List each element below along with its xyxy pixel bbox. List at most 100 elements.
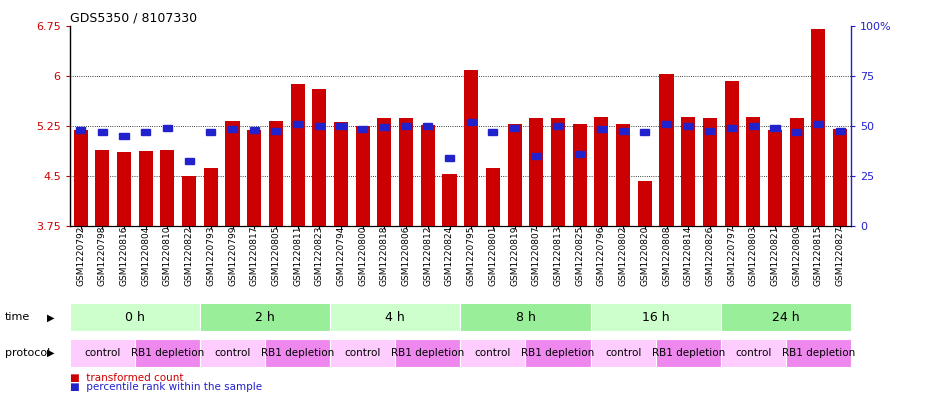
Bar (379, 124, 389, 130)
Text: GSM1220801: GSM1220801 (488, 226, 498, 286)
Text: 8 h: 8 h (515, 311, 536, 324)
Bar (684, 123, 693, 129)
Text: RB1 depletion: RB1 depletion (652, 348, 724, 358)
Bar (724, 81, 738, 226)
Bar (510, 125, 519, 131)
Text: RB1 depletion: RB1 depletion (261, 348, 334, 358)
Text: ▶: ▶ (46, 348, 54, 358)
Text: GSM1220797: GSM1220797 (727, 226, 737, 286)
Bar (73, 130, 87, 226)
Bar (508, 125, 522, 226)
Bar (553, 123, 563, 129)
Bar (705, 128, 714, 134)
Bar (119, 133, 128, 139)
Text: control: control (735, 348, 772, 358)
Text: GSM1220814: GSM1220814 (684, 226, 693, 286)
Text: GSM1220808: GSM1220808 (662, 226, 671, 286)
Text: GSM1220816: GSM1220816 (119, 226, 128, 286)
Bar (293, 121, 302, 127)
Bar (443, 174, 457, 226)
Text: GSM1220798: GSM1220798 (98, 226, 107, 286)
Bar (290, 84, 305, 226)
Bar (314, 123, 324, 129)
Text: GSM1220817: GSM1220817 (249, 226, 259, 286)
Text: GSM1220815: GSM1220815 (814, 226, 823, 286)
Text: GSM1220802: GSM1220802 (618, 226, 628, 286)
Text: GSM1220827: GSM1220827 (835, 226, 844, 286)
Bar (358, 126, 367, 132)
Bar (814, 121, 823, 127)
Bar (182, 176, 196, 226)
Text: ▶: ▶ (46, 312, 54, 322)
Bar (269, 121, 283, 226)
Bar (265, 338, 330, 367)
Bar (532, 153, 541, 159)
Text: GSM1220818: GSM1220818 (379, 226, 389, 286)
Text: control: control (84, 348, 121, 358)
Bar (488, 129, 498, 136)
Bar (485, 168, 500, 226)
Bar (656, 338, 721, 367)
Bar (337, 123, 346, 129)
Bar (833, 129, 847, 226)
Text: time: time (5, 312, 30, 322)
Text: GSM1220799: GSM1220799 (228, 226, 237, 286)
Bar (573, 125, 587, 226)
Bar (204, 168, 218, 226)
Text: 0 h: 0 h (125, 311, 145, 324)
Bar (249, 127, 259, 134)
Text: RB1 depletion: RB1 depletion (782, 348, 855, 358)
Text: GSM1220812: GSM1220812 (423, 226, 432, 286)
Text: GSM1220794: GSM1220794 (337, 226, 346, 286)
Bar (423, 123, 432, 129)
Bar (141, 129, 151, 136)
Bar (659, 74, 673, 226)
Bar (681, 117, 696, 226)
Bar (70, 338, 135, 367)
Text: control: control (474, 348, 512, 358)
Text: GSM1220795: GSM1220795 (467, 226, 476, 286)
Bar (334, 123, 348, 226)
Bar (402, 123, 411, 129)
Bar (395, 338, 460, 367)
Bar (135, 338, 200, 367)
Bar (792, 129, 802, 136)
Bar (460, 338, 525, 367)
Text: GSM1220796: GSM1220796 (597, 226, 606, 286)
Bar (460, 303, 591, 332)
Text: protocol: protocol (5, 348, 50, 358)
Bar (139, 151, 153, 226)
Text: GSM1220821: GSM1220821 (770, 226, 779, 286)
Bar (272, 128, 281, 134)
Text: GSM1220819: GSM1220819 (510, 226, 519, 286)
Text: RB1 depletion: RB1 depletion (131, 348, 204, 358)
Text: control: control (344, 348, 381, 358)
Text: 16 h: 16 h (642, 311, 670, 324)
Bar (551, 118, 565, 226)
Text: GSM1220811: GSM1220811 (293, 226, 302, 286)
Bar (98, 129, 107, 136)
Text: RB1 depletion: RB1 depletion (392, 348, 464, 358)
Text: GSM1220800: GSM1220800 (358, 226, 367, 286)
Bar (591, 303, 721, 332)
Bar (228, 126, 237, 132)
Bar (835, 128, 844, 134)
Text: GSM1220824: GSM1220824 (445, 226, 454, 286)
Bar (355, 126, 370, 226)
Bar (464, 70, 478, 226)
Text: GSM1220809: GSM1220809 (792, 226, 802, 286)
Bar (616, 125, 631, 226)
Bar (163, 125, 172, 131)
Text: 4 h: 4 h (385, 311, 405, 324)
Text: RB1 depletion: RB1 depletion (522, 348, 594, 358)
Bar (467, 119, 476, 125)
Text: 24 h: 24 h (772, 311, 800, 324)
Text: GSM1220813: GSM1220813 (553, 226, 563, 286)
Text: control: control (604, 348, 642, 358)
Bar (786, 338, 851, 367)
Text: GSM1220810: GSM1220810 (163, 226, 172, 286)
Text: 2 h: 2 h (255, 311, 275, 324)
Text: ■  percentile rank within the sample: ■ percentile rank within the sample (70, 382, 262, 392)
Bar (597, 126, 606, 132)
Bar (200, 303, 330, 332)
